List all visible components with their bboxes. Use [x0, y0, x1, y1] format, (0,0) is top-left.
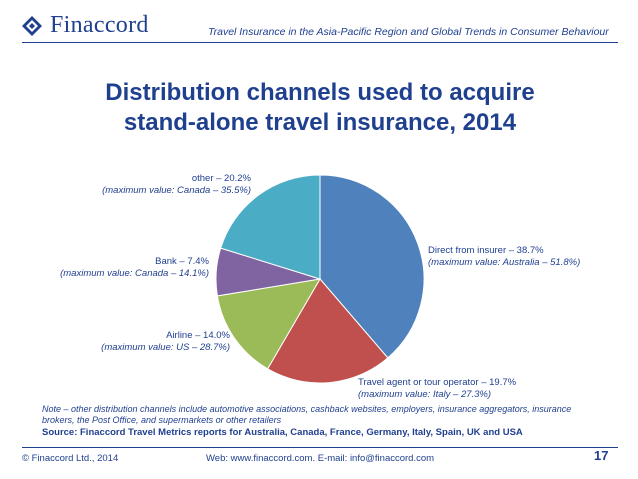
slice-label-travel-agent: Travel agent or tour operator – 19.7% (m…: [358, 377, 516, 401]
slice-label-direct-value: Direct from insurer – 38.7%: [428, 245, 544, 256]
pie-slice-direct: [319, 174, 425, 359]
finaccord-logo-icon: [22, 15, 42, 36]
pie-slice-travel-agent: [266, 278, 389, 384]
slice-label-travel-agent-max: (maximum value: Italy – 27.3%): [358, 389, 492, 400]
slice-label-bank-max: (maximum value: Canada – 14.1%): [60, 268, 209, 279]
slice-label-direct-max: (maximum value: Australia – 51.8%): [428, 257, 581, 268]
footer-divider: [22, 447, 618, 448]
slice-label-travel-agent-value: Travel agent or tour operator – 19.7%: [358, 377, 517, 388]
chart-source: Source: Finaccord Travel Metrics reports…: [42, 427, 523, 438]
slice-label-airline-value: Airline – 14.0%: [166, 330, 230, 341]
report-title: Travel Insurance in the Asia-Pacific Reg…: [208, 26, 609, 38]
slice-label-direct: Direct from insurer – 38.7% (maximum val…: [428, 245, 580, 269]
slice-label-other: other – 20.2% (maximum value: Canada – 3…: [102, 173, 251, 197]
slice-label-bank: Bank – 7.4% (maximum value: Canada – 14.…: [60, 256, 209, 280]
brand-name: Finaccord: [50, 12, 149, 38]
slice-label-other-value: other – 20.2%: [191, 173, 251, 184]
finaccord-logo: Finaccord: [22, 12, 149, 39]
slide-title-line2: stand-alone travel insurance, 2014: [123, 109, 517, 136]
slide-title-line1: Distribution channels used to acquire: [105, 79, 535, 106]
footer-contact: Web: www.finaccord.com. E-mail: info@fin…: [206, 453, 435, 464]
pie-slice-airline: [216, 278, 321, 370]
slice-label-airline-max: (maximum value: US – 28.7%): [101, 342, 230, 353]
header-divider: [22, 42, 618, 43]
chart-note: Note – other distribution channels inclu…: [42, 404, 572, 425]
slice-label-bank-value: Bank – 7.4%: [155, 256, 209, 267]
footer-copyright: © Finaccord Ltd., 2014: [22, 453, 119, 464]
slide-title: Distribution channels used to acquire st…: [60, 78, 580, 138]
slice-label-airline: Airline – 14.0% (maximum value: US – 28.…: [101, 330, 230, 354]
page-number: 17: [594, 448, 609, 463]
slice-label-other-max: (maximum value: Canada – 35.5%): [102, 185, 251, 196]
pie-slice-other: [220, 174, 321, 280]
